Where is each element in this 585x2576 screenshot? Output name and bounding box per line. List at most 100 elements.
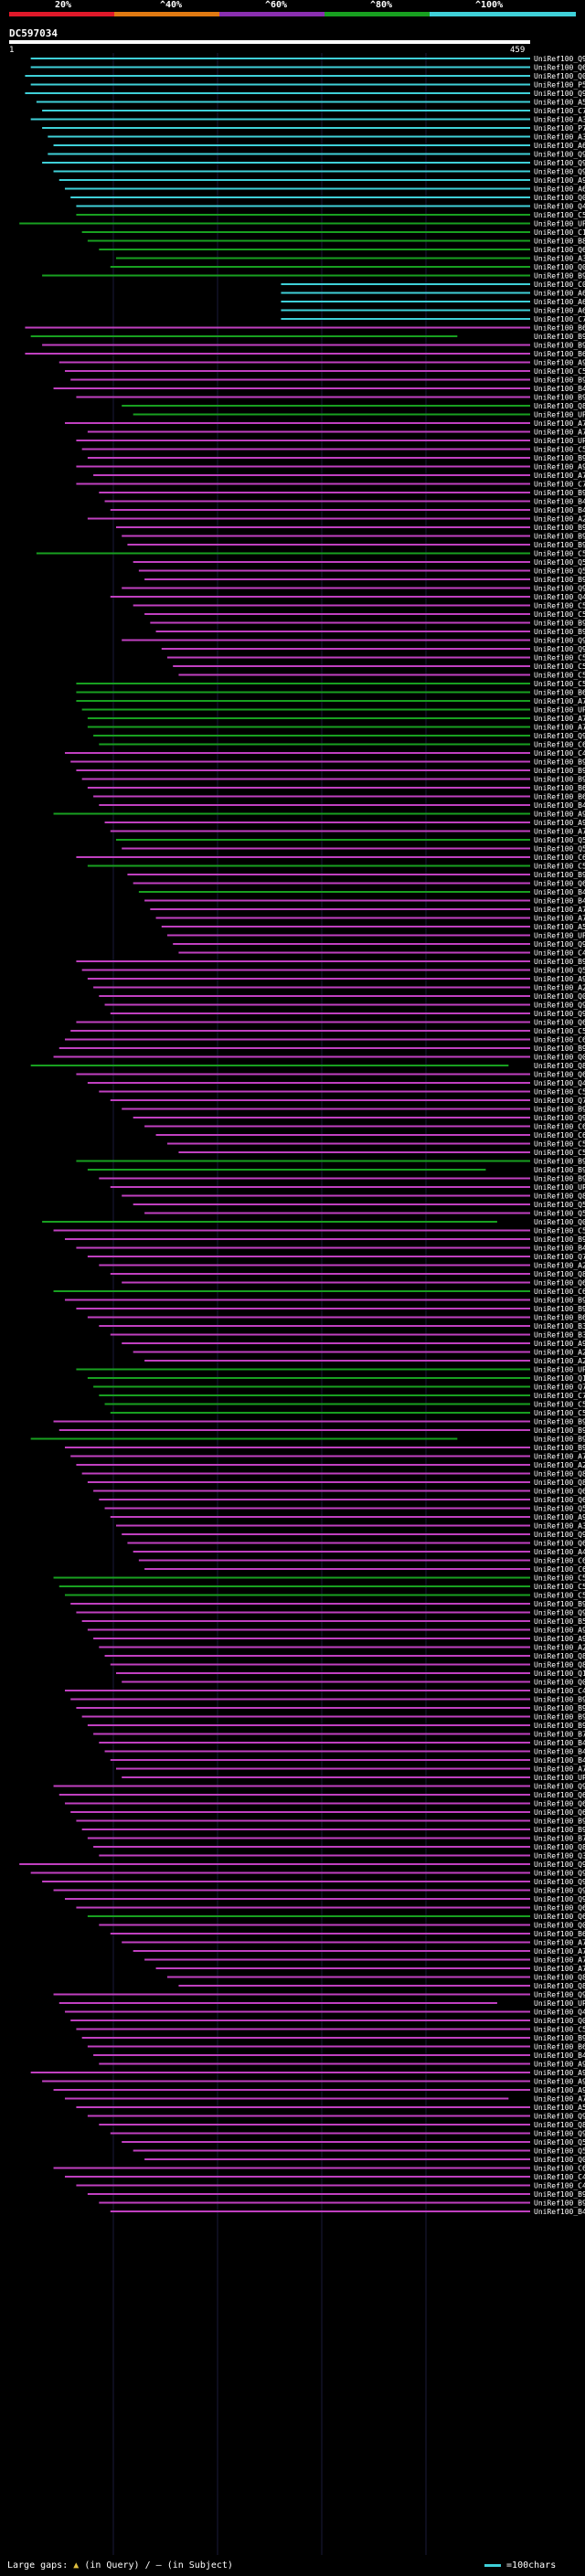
hit-label: UniRef100_A5PMA0 bbox=[534, 99, 585, 107]
hit-label: UniRef100_C6TL70 bbox=[534, 1131, 585, 1140]
hit-label: UniRef100_A7QML8 bbox=[534, 1939, 585, 1947]
hit-label: UniRef100_B4FSK9 bbox=[534, 1739, 585, 1747]
hit-label: UniRef100_B4FV56 bbox=[534, 1245, 585, 1253]
hit-label: UniRef100_A7Q8R1 bbox=[534, 906, 585, 914]
hit-label: UniRef100_Q9LUE8 bbox=[534, 2130, 585, 2138]
hit-label: UniRef100_Q6S4F7 bbox=[534, 1808, 585, 1817]
hit-label: UniRef100_Q9SLH7 bbox=[534, 1870, 585, 1878]
hit-label: UniRef100_A3BFS3 bbox=[534, 1522, 585, 1531]
hit-label: UniRef100_B6QTZ5 bbox=[534, 324, 585, 333]
hit-label: UniRef100_Q9ZWT6 bbox=[534, 1991, 585, 1999]
hit-label: UniRef100_UPI0000 bbox=[534, 932, 585, 940]
hit-label: UniRef100_B9RS13 bbox=[534, 333, 585, 341]
hit-label: UniRef100_A7PN04 bbox=[534, 1765, 585, 1774]
hit-label: UniRef100_C6TM46 bbox=[534, 1123, 585, 1131]
hit-label: UniRef100_Q6H7T7 bbox=[534, 1540, 585, 1548]
hit-label: UniRef100_B9RFW0 bbox=[534, 2190, 585, 2199]
hit-label: UniRef100_A7P7B4 bbox=[534, 429, 585, 437]
hit-label: UniRef100_B4FBD7 bbox=[534, 2051, 585, 2060]
legend-large-gaps: Large gaps: bbox=[7, 2560, 69, 2571]
hit-label: UniRef100_A2YDJ4 bbox=[534, 984, 585, 992]
hit-label: UniRef100_C4J226 bbox=[534, 749, 585, 758]
scale-band-100 bbox=[430, 12, 576, 16]
hit-label: UniRef100_C4PEP6 bbox=[534, 1687, 585, 1695]
hit-label: UniRef100_C5X326 bbox=[534, 663, 585, 671]
hit-label: UniRef100_Q43782 bbox=[534, 2009, 585, 2017]
hit-label: UniRef100_B9S7Y7 bbox=[534, 1426, 585, 1435]
hit-label: UniRef100_A9NMS2 bbox=[534, 2086, 585, 2094]
hit-label: UniRef100_A7PX34 bbox=[534, 697, 585, 705]
hit-label: UniRef100_A2Z9R2 bbox=[534, 1349, 585, 1357]
hit-label: UniRef100_B9H8N2 bbox=[534, 576, 585, 584]
hit-label: UniRef100_C5YN44 bbox=[534, 1088, 585, 1097]
scale-key: =100chars bbox=[484, 2560, 556, 2571]
hit-label: UniRef100_Q9M4Z9 bbox=[534, 1887, 585, 1895]
hit-label: UniRef100_B7UCP4 bbox=[534, 1731, 585, 1739]
hit-label: UniRef100_B7FL66 bbox=[534, 1835, 585, 1843]
hit-label: UniRef100_UPI0000 bbox=[534, 1366, 585, 1374]
hit-label: UniRef100_C7E9R6 bbox=[534, 1392, 585, 1400]
hit-label: UniRef100_Q6A7T2 bbox=[534, 1019, 585, 1027]
hit-label: UniRef100_Q10S19 bbox=[534, 1670, 585, 1678]
hit-label: UniRef100_C6MIN3 bbox=[534, 2165, 585, 2173]
hit-label: UniRef100_C5XGHL bbox=[534, 1592, 585, 1600]
hit-label: UniRef100_Q4VX69 bbox=[534, 1079, 585, 1087]
hit-label: UniRef100_C5Y359 bbox=[534, 1140, 585, 1149]
hit-label: UniRef100_A9SQM2 bbox=[534, 359, 585, 367]
hit-label: UniRef100_Q5U130 bbox=[534, 558, 585, 567]
hit-label: UniRef100_C7QY82 bbox=[534, 107, 585, 115]
hit-label: UniRef100_B4FB46 bbox=[534, 1748, 585, 1756]
query-start: 1 bbox=[9, 46, 15, 55]
hit-label: UniRef100_B9RBE4 bbox=[534, 454, 585, 462]
hit-label: UniRef100_UPI0000 bbox=[534, 411, 585, 419]
hit-label: UniRef100_Q9M425 bbox=[534, 1531, 585, 1539]
hit-label: UniRef100_B4G1C4 bbox=[534, 498, 585, 506]
hit-label: UniRef100_Q9M424 bbox=[534, 1895, 585, 1903]
hit-label: UniRef100_C6T7D4 bbox=[534, 741, 585, 749]
hit-label: UniRef100_C4J5F4 bbox=[534, 949, 585, 958]
query-gap-icon: ▲ bbox=[73, 2560, 80, 2571]
hit-label: UniRef100_A3KLN6 bbox=[534, 116, 585, 124]
hit-label: UniRef100_Q9F3L6 bbox=[534, 168, 585, 176]
hit-label: UniRef100_B9RTY8 bbox=[534, 1175, 585, 1183]
hit-label: UniRef100_Q4C5B0 bbox=[534, 203, 585, 211]
hit-label: UniRef100_Q0JM38 bbox=[534, 2156, 585, 2164]
legend-in-query: (in Query) bbox=[84, 2560, 140, 2571]
hit-label: UniRef100_Q8VYP6 bbox=[534, 1193, 585, 1201]
hit-label: UniRef100_C6TBM4 bbox=[534, 1288, 585, 1296]
hit-label: UniRef100_Q6T1D0 bbox=[534, 1488, 585, 1496]
hit-label: UniRef100_C6TCF7 bbox=[534, 1036, 585, 1044]
hit-label: UniRef100_C6J5T4 bbox=[534, 1565, 585, 1574]
hit-label: UniRef100_A6E3T7 bbox=[534, 290, 585, 298]
hit-label: UniRef100_A9NPA9 bbox=[534, 2078, 585, 2086]
hit-label: UniRef100_A5C8J5 bbox=[534, 923, 585, 931]
hit-label: UniRef100_C5WVV1 bbox=[534, 550, 585, 558]
subject-gap-icon: — bbox=[155, 2560, 162, 2571]
hit-label: UniRef100_Q0ZR63 bbox=[534, 2017, 585, 2025]
hit-label: UniRef100_B9IG52 bbox=[534, 1044, 585, 1053]
hit-label: UniRef100_B9N4R4 bbox=[534, 1722, 585, 1730]
hit-label: UniRef100_B8RTN2 bbox=[534, 238, 585, 246]
hit-label: UniRef100_Q5I3F1 bbox=[534, 1210, 585, 1218]
hit-label: UniRef100_Q0KRG2 bbox=[534, 1218, 585, 1226]
hit-label: UniRef100_B9SLR7 bbox=[534, 342, 585, 350]
legend-in-subject: (in Subject) bbox=[166, 2560, 233, 2571]
hit-label: UniRef100_Q6S4B9 bbox=[534, 1791, 585, 1799]
hit-label: UniRef100_B6TCY2 bbox=[534, 793, 585, 801]
hit-label: UniRef100_A9R4E6 bbox=[534, 1513, 585, 1521]
hit-label: UniRef100_Q6P949 bbox=[534, 1800, 585, 1808]
hit-label: UniRef100_Q08671 bbox=[534, 72, 585, 80]
hit-label: UniRef100_Q7Z446 bbox=[534, 1383, 585, 1392]
hit-label: UniRef100_B4FRD6 bbox=[534, 385, 585, 393]
hit-label: UniRef100_A3AUZ0 bbox=[534, 255, 585, 263]
hit-label: UniRef100_C7ADP2 bbox=[534, 481, 585, 489]
scale-label-20: 20% bbox=[55, 0, 72, 10]
hit-label: UniRef100_B9SN70 bbox=[534, 758, 585, 767]
hit-label: UniRef100_Q6Z3Y8 bbox=[534, 246, 585, 254]
hit-label: UniRef100_A9RGR1 bbox=[534, 975, 585, 983]
hit-label: UniRef100_Q5U155 bbox=[534, 567, 585, 576]
hit-label: UniRef100_Q8LNL0 bbox=[534, 1843, 585, 1851]
hit-label: UniRef100_Q8L4Z9 bbox=[534, 1479, 585, 1487]
hit-label: UniRef100_B9GT82 bbox=[534, 2200, 585, 2208]
hit-label: UniRef100_B9S633 bbox=[534, 1305, 585, 1313]
